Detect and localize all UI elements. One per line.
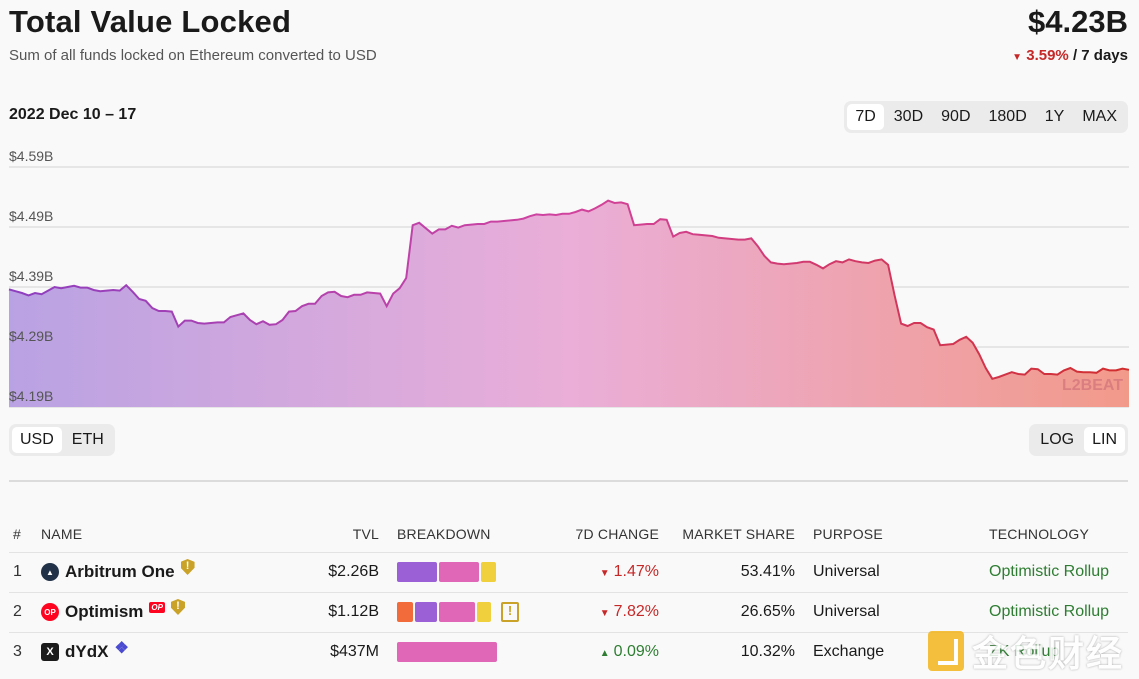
tvl-change-period: 7 days [1081,47,1128,64]
col-tvl-header[interactable]: TVL [352,525,379,542]
op-token-badge: OP [149,601,165,613]
project-name-link[interactable]: Arbitrum One [65,562,175,581]
breakdown-segment-native [477,602,491,622]
tvl-change-summary: ▼ 3.59% / 7 days [1012,47,1128,64]
tvl-series-line [8,199,1130,380]
table-header-row: # NAME TVL BREAKDOWN 7D CHANGE MARKET SH… [9,516,1128,552]
tvl-breakdown-bar[interactable] [397,562,529,582]
row-market-share: 53.41% [663,551,809,592]
row-tvl: $437M [305,631,393,672]
date-range-label: 2022 Dec 10 – 17 [9,106,137,123]
breakdown-warning-icon[interactable]: ! [501,602,519,622]
tvl-change-percent: 3.59% [1026,47,1069,64]
col-rank-header: # [13,525,21,542]
row-market-share: 26.65% [663,591,809,632]
timeframe-180d-button[interactable]: 180D [988,108,1027,125]
section-divider [9,480,1128,482]
timeframe-90d-button[interactable]: 90D [941,108,971,125]
table-row[interactable]: 2 OP Optimism OP ! $1.12B ! ▼ 7 [9,591,1128,632]
breakdown-segment-canonical [415,602,437,622]
tvl-total-value: $4.23B [1028,4,1128,39]
row-technology: ZK Rollup [985,631,1128,672]
breakdown-segment-canonical [397,562,437,582]
y-tick-label: $4.59B [9,148,53,164]
y-tick-label: $4.29B [9,328,53,344]
project-name-link[interactable]: Optimism [65,602,144,621]
jinse-watermark-text: 金色财经 [972,634,1125,675]
projects-table: # NAME TVL BREAKDOWN 7D CHANGE MARKET SH… [9,516,1128,672]
scale-selector: LOG LIN [1029,424,1128,456]
page-subtitle: Sum of all funds locked on Ethereum conv… [9,47,377,64]
unit-eth-button[interactable]: ETH [71,431,104,448]
l2beat-watermark: L2BEAT [1062,377,1124,394]
row-market-share: 10.32% [663,631,809,672]
scale-log-button[interactable]: LOG [1040,431,1075,448]
row-7d-change: ▲ 0.09% [533,631,663,672]
timeframe-max-button[interactable]: MAX [1082,108,1117,125]
row-purpose: Universal [809,551,985,592]
row-technology: Optimistic Rollup [985,551,1128,592]
table-row[interactable]: 3 X dYdX ❖ $437M ▲ 0.09% 10.32% Exchange … [9,631,1128,672]
y-tick-label: $4.19B [9,388,53,404]
table-row[interactable]: 1 ▲ Arbitrum One ! $2.26B ▼ 1.47% 53.41% … [9,551,1128,592]
row-tvl: $2.26B [305,551,393,592]
timeframe-7d-button[interactable]: 7D [847,104,884,130]
up-arrow-icon: ▲ [599,648,610,660]
timeframe-30d-button[interactable]: 30D [893,108,924,125]
col-purpose-header: PURPOSE [813,525,883,542]
col-share-header[interactable]: MARKET SHARE [682,525,795,542]
tvl-change-arrow-icon: ▼ [1012,52,1023,63]
down-arrow-icon: ▼ [599,568,610,579]
breakdown-segment-native [481,562,496,582]
tvl-change-separator: / [1072,47,1078,64]
row-7d-change: ▼ 1.47% [533,551,663,592]
tvl-breakdown-bar[interactable]: ! [397,602,529,622]
scale-lin-button[interactable]: LIN [1084,427,1125,453]
optimism-logo-icon: OP [41,603,59,621]
timeframe-1y-button[interactable]: 1Y [1044,108,1065,125]
row-purpose: Universal [809,591,985,632]
breakdown-segment-external [397,642,497,663]
row-7d-change: ▼ 7.82% [533,591,663,632]
breakdown-segment-external [439,602,475,622]
warning-shield-icon[interactable]: ! [180,559,195,575]
col-technology-header: TECHNOLOGY [989,525,1090,542]
down-arrow-icon: ▼ [599,608,610,619]
row-rank: 1 [9,551,37,592]
jinse-watermark: 金色财经 [928,625,1124,677]
row-technology: Optimistic Rollup [985,591,1128,632]
diamond-icon[interactable]: ❖ [114,640,129,658]
col-change-header[interactable]: 7D CHANGE [575,525,659,542]
row-tvl: $1.12B [305,591,393,632]
timeframe-selector: 7D 30D 90D 180D 1Y MAX [844,101,1128,133]
tvl-area-chart[interactable]: $4.59B $4.49B $4.39B $4.29B $4.19B [0,145,1139,410]
unit-selector: USD ETH [9,424,115,456]
page-title: Total Value Locked [9,4,292,39]
y-tick-label: $4.49B [9,208,53,224]
warning-shield-icon[interactable]: ! [170,599,185,615]
col-breakdown-header: BREAKDOWN [397,525,491,542]
tvl-area-fill [9,200,1129,407]
breakdown-segment-other [397,602,413,622]
y-tick-label: $4.39B [9,268,53,284]
col-name-header[interactable]: NAME [41,525,83,542]
tvl-breakdown-bar[interactable] [397,642,529,663]
arbitrum-logo-icon: ▲ [41,563,59,581]
dydx-logo-icon: X [41,643,59,662]
project-name-link[interactable]: dYdX [65,642,109,662]
row-rank: 2 [9,591,37,632]
unit-usd-button[interactable]: USD [12,427,62,453]
row-rank: 3 [9,631,37,672]
breakdown-segment-external [439,562,479,582]
jinse-logo-icon [928,631,964,671]
